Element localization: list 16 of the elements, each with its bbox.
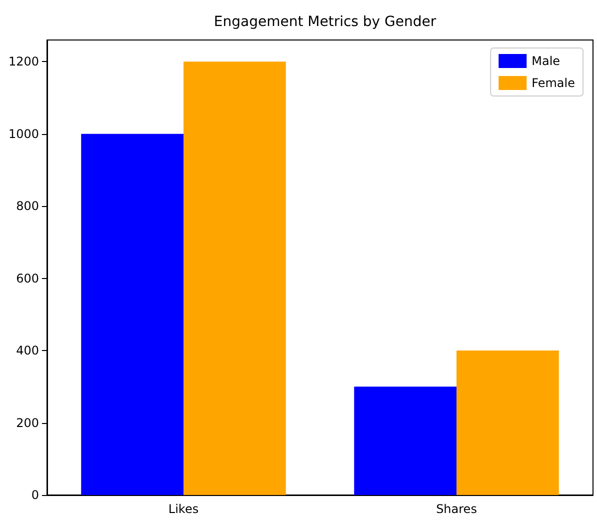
chart-title: Engagement Metrics by Gender bbox=[214, 14, 436, 30]
bar bbox=[81, 134, 184, 495]
y-tick-label: 600 bbox=[16, 271, 39, 286]
bar bbox=[354, 386, 456, 495]
bar bbox=[456, 350, 559, 495]
legend-label: Female bbox=[532, 76, 575, 90]
y-tick-label: 800 bbox=[16, 199, 39, 214]
bar bbox=[184, 62, 286, 495]
x-tick-label: Shares bbox=[436, 502, 477, 516]
y-tick-label: 200 bbox=[16, 416, 39, 430]
y-tick-label: 1200 bbox=[8, 54, 39, 69]
y-tick-label: 0 bbox=[31, 488, 39, 502]
x-tick-label: Likes bbox=[168, 502, 199, 516]
y-tick-label: 1000 bbox=[8, 126, 39, 141]
y-tick-label: 400 bbox=[16, 344, 39, 358]
legend-label: Male bbox=[532, 54, 560, 68]
